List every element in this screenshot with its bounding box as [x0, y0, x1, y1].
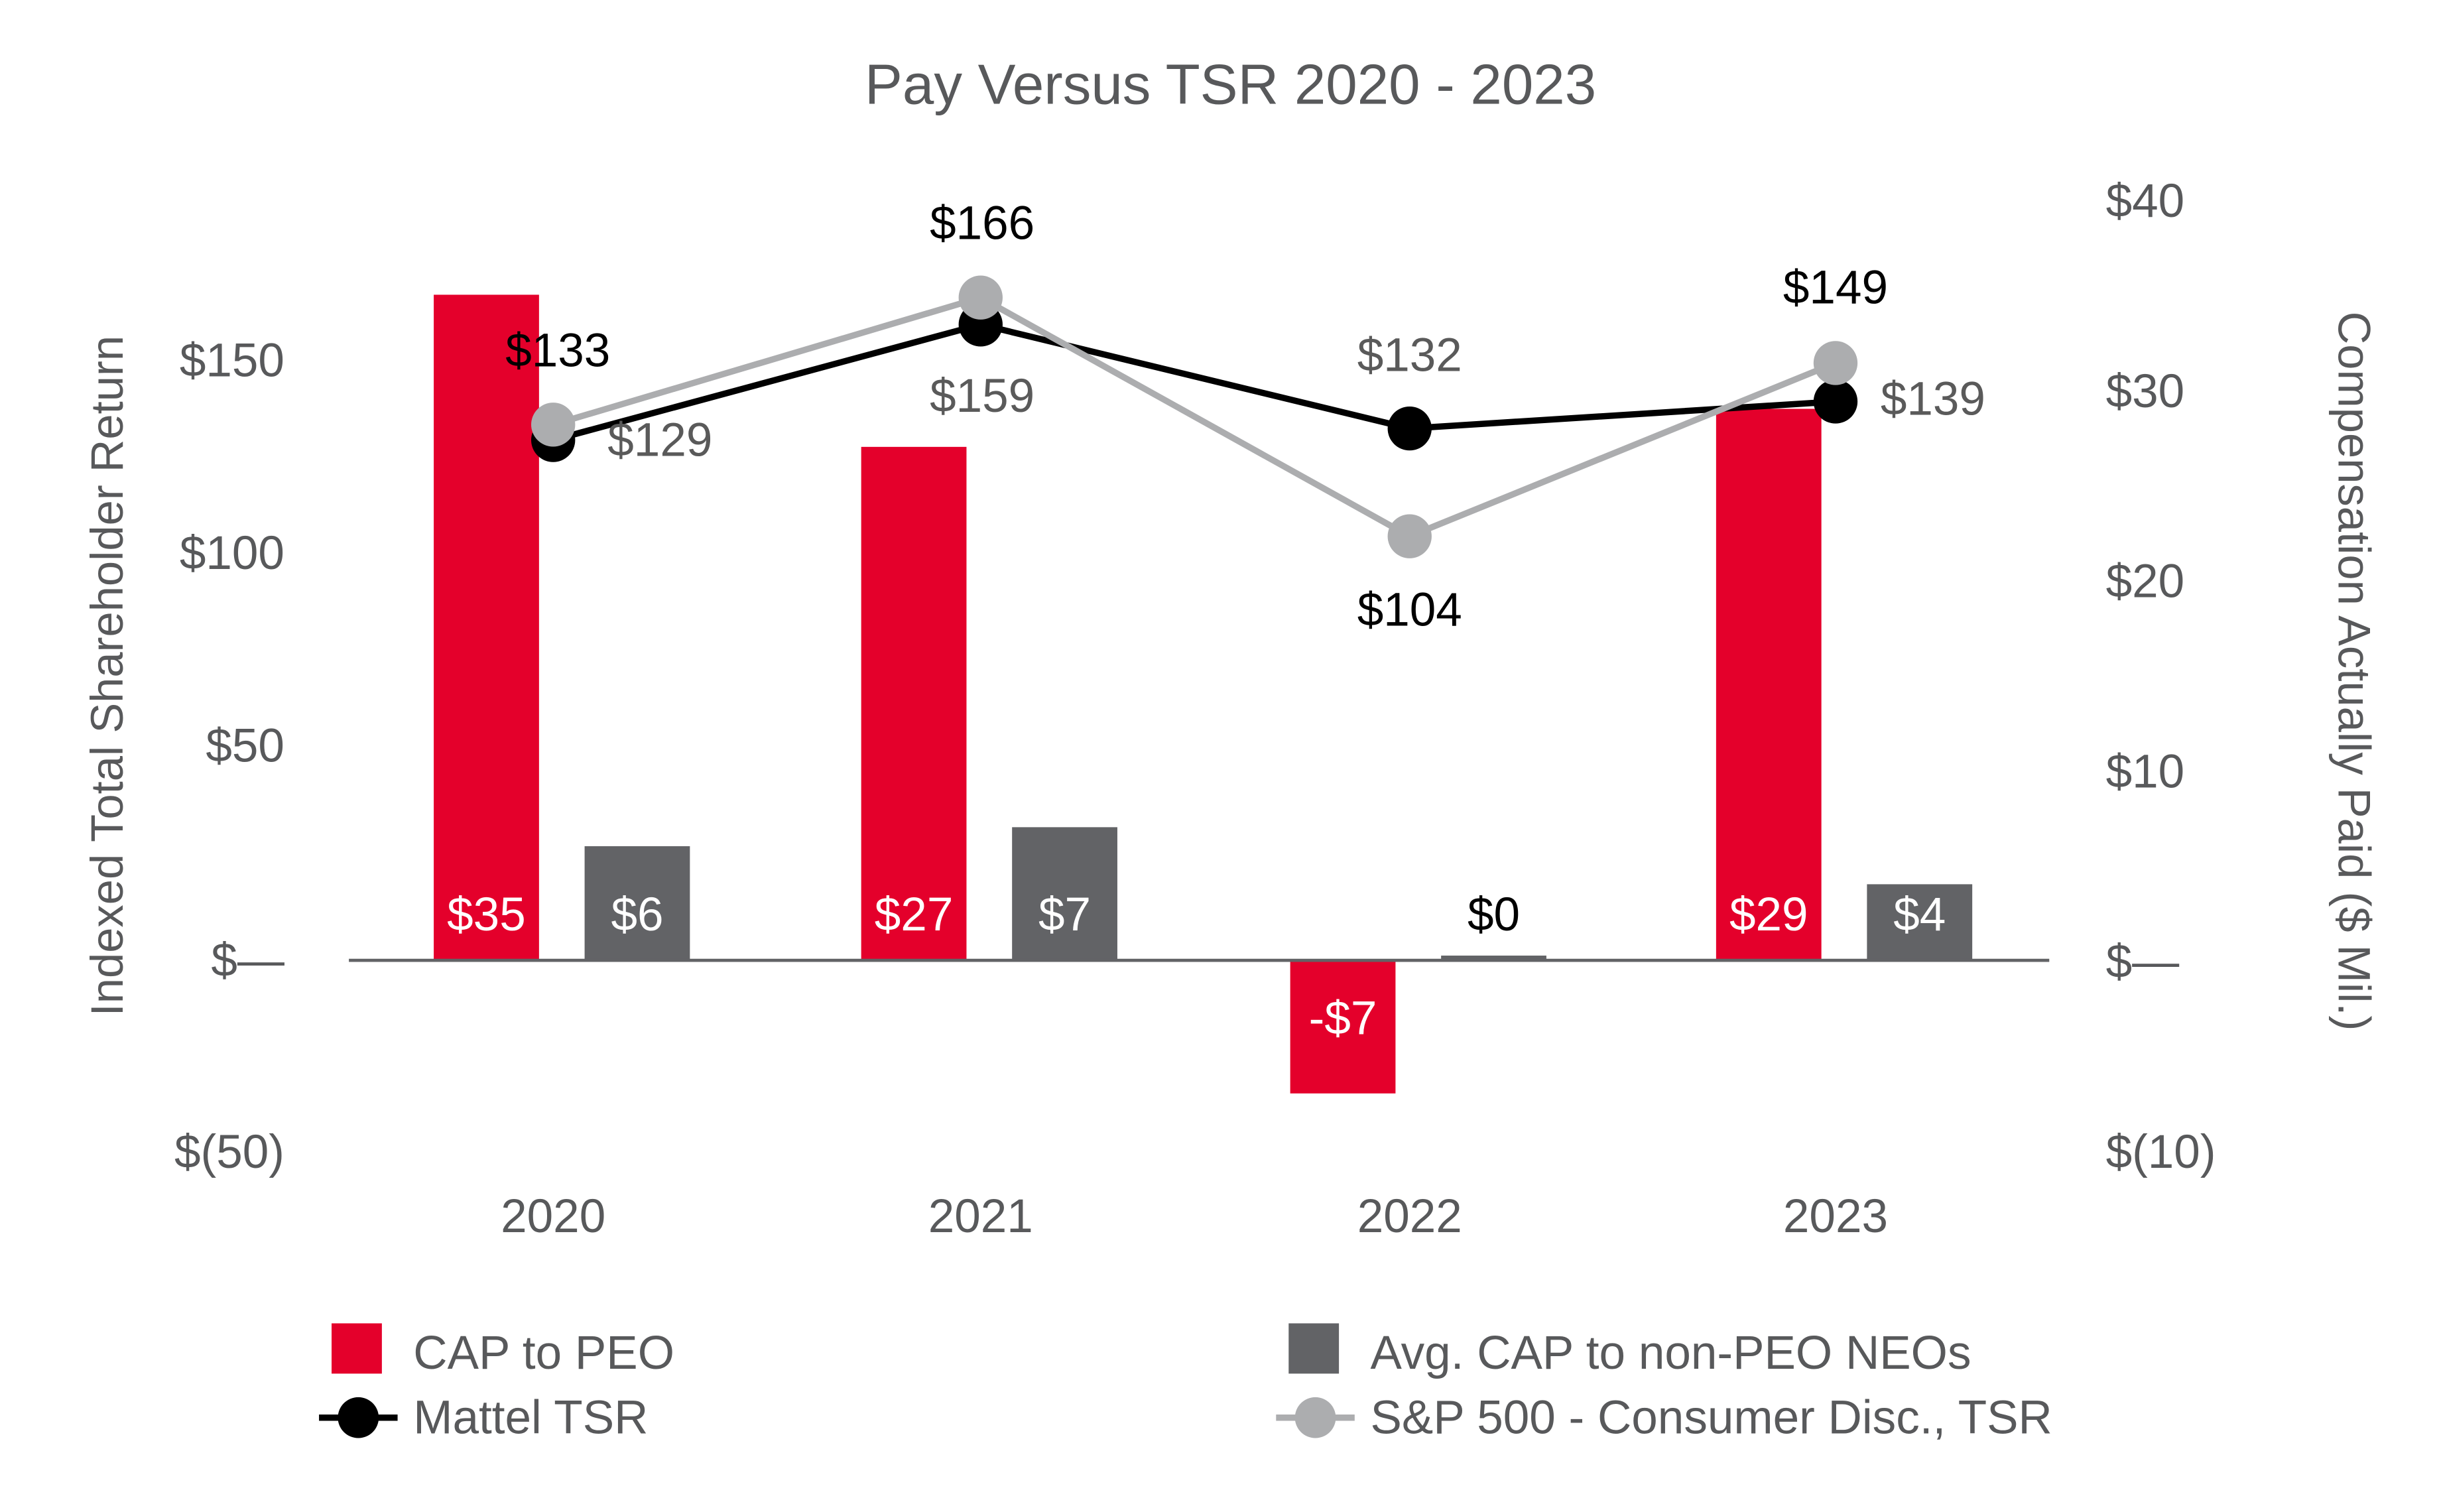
line-sp500-tsr	[552, 294, 1837, 540]
mattel-data-label: $139	[1881, 373, 1985, 426]
bar-cap-peo-2022	[1290, 960, 1396, 1094]
mattel-data-label: $129	[607, 414, 712, 466]
right-tick-label: $10	[2106, 745, 2185, 798]
sp500-data-label: $104	[1357, 584, 1462, 636]
right-tick-label: $20	[2106, 556, 2185, 608]
left-tick-label: $(50)	[174, 1126, 284, 1178]
bar-cap-peo-2020	[434, 294, 539, 961]
left-tick-label: $150	[180, 335, 284, 387]
point-sp500-2020	[531, 403, 576, 447]
left-tick-label: $50	[206, 720, 284, 772]
legend-label-mattel: Mattel TSR	[413, 1391, 648, 1444]
bar-data-label: $27	[875, 889, 954, 941]
line-mattel-tsr	[552, 321, 1836, 444]
bar-cap-neo-2022	[1441, 955, 1546, 961]
legend-marker-mattel	[338, 1397, 379, 1438]
sp500-data-label: $149	[1783, 261, 1888, 314]
right-tick-label: $40	[2106, 175, 2185, 227]
chart-title: Pay Versus TSR 2020 - 2023	[865, 54, 1596, 117]
legend-marker-sp500	[1294, 1397, 1336, 1438]
bar-data-label: $35	[447, 889, 526, 941]
bar-data-label: $6	[611, 889, 663, 941]
bar-data-label: $29	[1729, 889, 1808, 941]
left-tick-label: $—	[211, 934, 285, 987]
legend-swatch-cap-neo	[1288, 1323, 1340, 1374]
legend-swatch-cap-peo	[332, 1323, 382, 1374]
right-tick-label: $(10)	[2106, 1126, 2216, 1178]
right-tick-label: $—	[2106, 936, 2180, 988]
legend-label-cap-neo: Avg. CAP to non-PEO NEOs	[1371, 1327, 1971, 1379]
point-mattel-2023	[1813, 379, 1858, 424]
left-axis-label: Indexed Total Shareholder Return	[82, 336, 133, 1016]
right-axis-label: Compensation Actually Paid ($ Mil.)	[2328, 312, 2379, 1031]
bar-cap-peo-2021	[861, 446, 967, 961]
point-sp500-2022	[1387, 514, 1432, 558]
mattel-data-label: $132	[1357, 329, 1462, 381]
bar-cap-neo-2023	[1867, 884, 1973, 961]
x-tick-label: 2023	[1783, 1190, 1888, 1243]
bar-data-label: $4	[1893, 889, 1946, 941]
sp500-data-label: $133	[505, 324, 610, 377]
x-tick-label: 2021	[928, 1190, 1033, 1243]
x-tick-label: 2022	[1357, 1190, 1462, 1243]
sp500-data-label: $166	[930, 197, 1034, 249]
bar-data-label: -$7	[1309, 992, 1377, 1044]
bar-data-label: $7	[1038, 889, 1091, 941]
x-tick-label: 2020	[501, 1190, 605, 1243]
left-tick-label: $100	[180, 527, 284, 580]
mattel-data-label: $159	[930, 370, 1034, 422]
bar-cap-peo-2023	[1716, 409, 1822, 961]
bar-cap-neo-2020	[584, 846, 690, 961]
bar-data-label: $0	[1468, 889, 1520, 941]
legend-label-sp500: S&P 500 - Consumer Disc., TSR	[1371, 1391, 2052, 1444]
point-sp500-2021	[958, 275, 1003, 320]
legend-label-cap-peo: CAP to PEO	[413, 1327, 674, 1379]
point-sp500-2023	[1813, 341, 1858, 385]
right-tick-label: $30	[2106, 365, 2185, 418]
point-mattel-2022	[1387, 406, 1432, 451]
bar-cap-neo-2021	[1012, 827, 1117, 961]
